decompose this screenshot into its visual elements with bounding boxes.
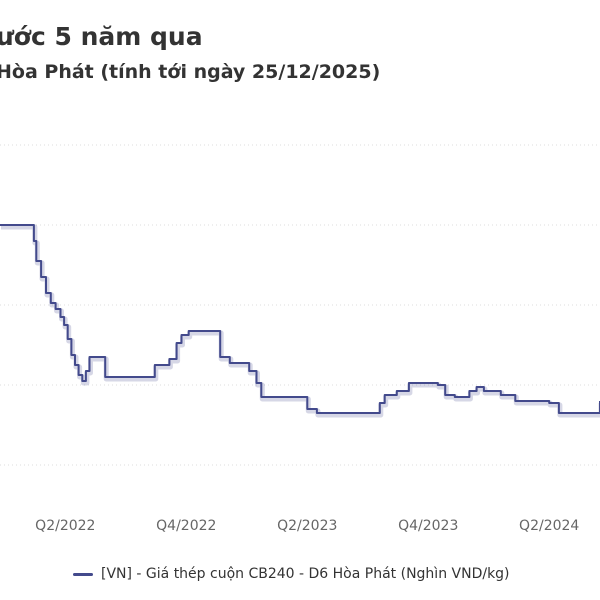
gridlines — [0, 144, 600, 466]
x-tick-label: Q4/2022 — [156, 518, 216, 534]
chart-subtitle: Hòa Phát (tính tới ngày 25/12/2025) — [0, 61, 381, 83]
series-layer — [0, 224, 600, 418]
x-tick-label: Q4/2023 — [398, 518, 458, 534]
legend[interactable]: [VN] - Giá thép cuộn CB240 - D6 Hòa Phát… — [73, 566, 510, 582]
legend-swatch — [73, 572, 93, 576]
legend-label: [VN] - Giá thép cuộn CB240 - D6 Hòa Phát… — [101, 566, 510, 582]
series-line[interactable] — [0, 224, 600, 414]
x-tick-label: Q2/2023 — [277, 518, 337, 534]
x-tick-label: Q2/2022 — [35, 518, 95, 534]
x-tick-label: Q2/2024 — [519, 518, 579, 534]
x-axis: Q2/2022 Q4/2022 Q2/2023 Q4/2023 Q2/2024 — [35, 518, 579, 534]
chart-title: ước 5 năm qua — [0, 22, 203, 51]
series-shadow — [1, 224, 600, 418]
